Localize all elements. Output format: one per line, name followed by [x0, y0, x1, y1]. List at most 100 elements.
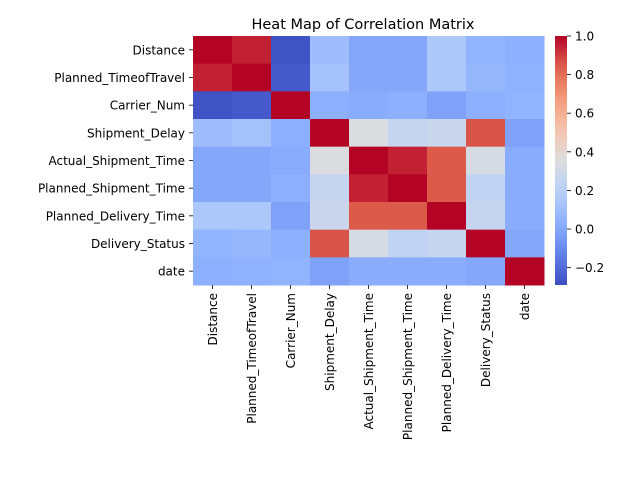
heatmap-cell-0-8: [505, 36, 545, 65]
heatmap-cell-2-1: [232, 91, 272, 120]
colorbar-tick-label: 0.2: [575, 184, 594, 198]
heatmap-cell-6-6: [427, 202, 467, 231]
heatmap-cell-1-5: [388, 63, 428, 92]
heatmap-cell-6-1: [232, 202, 272, 231]
heatmap-cell-7-7: [466, 229, 506, 258]
heatmap-cell-8-7: [466, 257, 506, 286]
heatmap-cell-7-5: [388, 229, 428, 258]
heatmap-cell-7-3: [310, 229, 350, 258]
x-tick-label: Shipment_Delay: [323, 293, 337, 391]
heatmap-cell-3-1: [232, 119, 272, 148]
heatmap-cell-7-6: [427, 229, 467, 258]
heatmap-cell-1-4: [349, 63, 389, 92]
heatmap-cell-8-0: [193, 257, 233, 286]
heatmap-cell-3-3: [310, 119, 350, 148]
y-tick-label: Actual_Shipment_Time: [48, 154, 185, 168]
heatmap-cell-7-1: [232, 229, 272, 258]
heatmap-cell-8-2: [271, 257, 311, 286]
heatmap-cell-5-3: [310, 174, 350, 203]
heatmap-cell-8-1: [232, 257, 272, 286]
heatmap-cell-0-7: [466, 36, 506, 65]
heatmap-cell-4-1: [232, 146, 272, 175]
heatmap-cell-4-4: [349, 146, 389, 175]
heatmap-cell-0-6: [427, 36, 467, 65]
y-tick-labels: Distance Planned_TimeofTravel Carrier_Num S…: [38, 43, 193, 279]
heatmap-cell-4-3: [310, 146, 350, 175]
heatmap-cell-2-7: [466, 91, 506, 120]
heatmap-cell-7-4: [349, 229, 389, 258]
heatmap-cell-2-3: [310, 91, 350, 120]
x-tick-label: Actual_Shipment_Time: [362, 293, 376, 430]
colorbar-tick-label: 0.0: [575, 223, 594, 237]
heatmap-cell-8-5: [388, 257, 428, 286]
heatmap-cell-5-7: [466, 174, 506, 203]
heatmap-cell-5-6: [427, 174, 467, 203]
heatmap-cell-0-0: [193, 36, 233, 65]
x-tick-label: Delivery_Status: [479, 293, 493, 387]
heatmap-cell-0-4: [349, 36, 389, 65]
colorbar-tick-label: 0.6: [575, 107, 594, 121]
x-tick-label: Planned_Delivery_Time: [440, 293, 454, 432]
heatmap-cell-3-2: [271, 119, 311, 148]
heatmap-cell-3-5: [388, 119, 428, 148]
heatmap-cell-7-8: [505, 229, 545, 258]
x-tick-label: date: [518, 293, 532, 320]
heatmap-cell-2-4: [349, 91, 389, 120]
heatmap-cell-6-4: [349, 202, 389, 231]
heatmap-cell-6-0: [193, 202, 233, 231]
colorbar-tick-label: 1.0: [575, 30, 594, 44]
heatmap-cell-7-0: [193, 229, 233, 258]
heatmap-cells: [193, 36, 545, 286]
colorbar-tick-label: 0.8: [575, 68, 594, 82]
y-tick-label: Distance: [133, 43, 185, 57]
y-tick-label: date: [158, 265, 185, 279]
x-tick-label: Carrier_Num: [284, 293, 298, 368]
heatmap-cell-4-2: [271, 146, 311, 175]
heatmap-cell-0-5: [388, 36, 428, 65]
heatmap-cell-4-6: [427, 146, 467, 175]
heatmap-cell-2-5: [388, 91, 428, 120]
heatmap-cell-6-8: [505, 202, 545, 231]
heatmap-cell-0-1: [232, 36, 272, 65]
heatmap-cell-1-6: [427, 63, 467, 92]
heatmap-cell-6-2: [271, 202, 311, 231]
heatmap-cell-4-7: [466, 146, 506, 175]
y-tick-label: Planned_TimeofTravel: [54, 71, 185, 85]
heatmap-cell-5-0: [193, 174, 233, 203]
heatmap-cell-7-2: [271, 229, 311, 258]
heatmap-cell-1-8: [505, 63, 545, 92]
x-tick-labels: Distance Planned_TimeofTravel Carrier_Num S…: [206, 285, 532, 440]
colorbar-tick-label: 0.4: [575, 145, 594, 159]
heatmap-cell-8-3: [310, 257, 350, 286]
heatmap-cell-8-6: [427, 257, 467, 286]
x-tick-label: Planned_Shipment_Time: [401, 293, 415, 440]
heatmap-cell-4-5: [388, 146, 428, 175]
heatmap-cell-3-8: [505, 119, 545, 148]
heatmap-cell-8-8: [505, 257, 545, 286]
heatmap-cell-1-2: [271, 63, 311, 92]
y-tick-label: Delivery_Status: [91, 237, 185, 251]
heatmap-cell-1-3: [310, 63, 350, 92]
heatmap-cell-5-5: [388, 174, 428, 203]
chart-title: Heat Map of Correlation Matrix: [251, 17, 474, 33]
colorbar-gradient: [555, 36, 567, 285]
heatmap-cell-5-1: [232, 174, 272, 203]
y-tick-label: Planned_Shipment_Time: [38, 182, 185, 196]
heatmap-cell-1-0: [193, 63, 233, 92]
heatmap-cell-6-5: [388, 202, 428, 231]
heatmap-cell-8-4: [349, 257, 389, 286]
colorbar: −0.2 0.0 0.2 0.4 0.6 0.8 1.0: [555, 30, 604, 285]
heatmap-cell-1-1: [232, 63, 272, 92]
colorbar-tick-label: −0.2: [575, 261, 604, 275]
heatmap-cell-1-7: [466, 63, 506, 92]
heatmap-cell-6-7: [466, 202, 506, 231]
heatmap-cell-0-3: [310, 36, 350, 65]
heatmap-cell-0-2: [271, 36, 311, 65]
heatmap-cell-4-0: [193, 146, 233, 175]
heatmap-cell-3-4: [349, 119, 389, 148]
heatmap-cell-2-6: [427, 91, 467, 120]
heatmap-cell-5-2: [271, 174, 311, 203]
heatmap-cell-3-7: [466, 119, 506, 148]
